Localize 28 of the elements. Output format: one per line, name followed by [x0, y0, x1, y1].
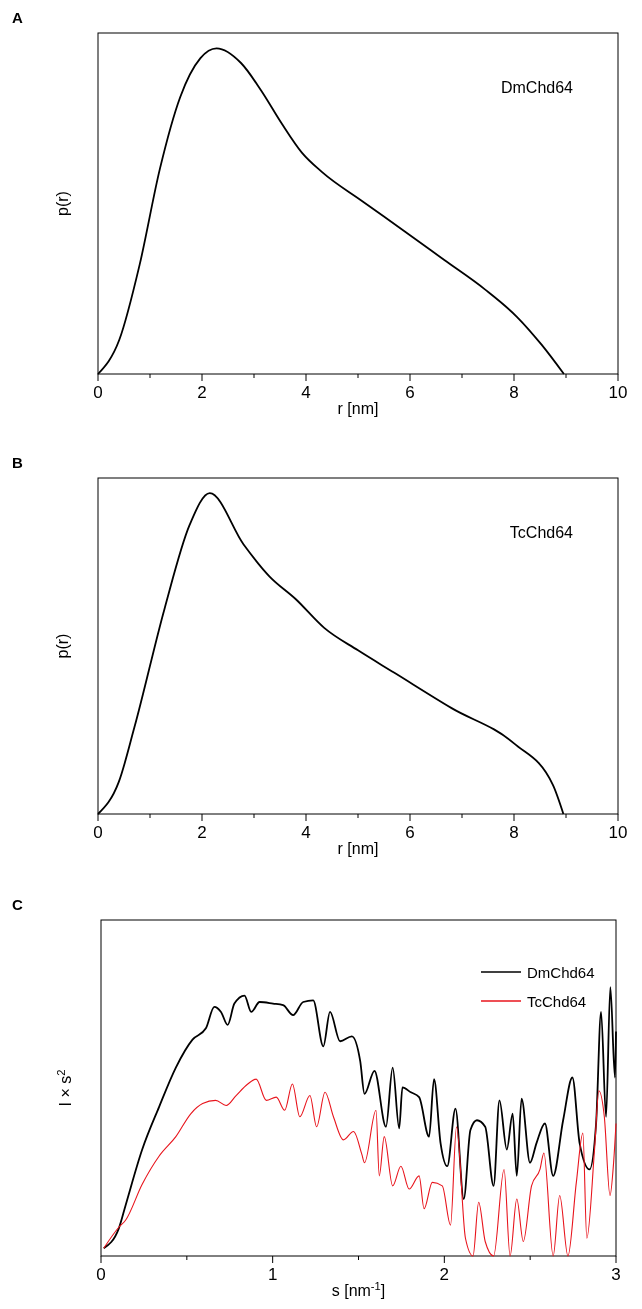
x-tick-label: 2	[197, 823, 207, 842]
chart-title: A	[12, 9, 23, 26]
text: DmChd64	[500, 79, 574, 96]
x-axis-title: r [nm]	[337, 840, 379, 857]
x-tick-label: 6	[405, 823, 415, 842]
x-tick-label: 2	[439, 1265, 450, 1284]
x-tick-label: 2	[197, 383, 207, 402]
y-axis-title: p(r)	[54, 633, 71, 659]
y-axis-title: p(r)	[54, 191, 71, 216]
x-tick-label: 10	[608, 823, 628, 842]
x-tick-label: 4	[301, 383, 311, 402]
x-tick-label: 8	[509, 823, 519, 842]
x-tick-label: 8	[509, 383, 519, 402]
text: TcChd64	[509, 524, 574, 541]
x-tick-label: 1	[267, 1265, 278, 1284]
legend-label: TcChd64	[527, 993, 587, 1010]
x-tick-label: 0	[93, 383, 103, 402]
chart-title: B	[12, 454, 23, 471]
x-axis-title: r [nm]	[337, 400, 379, 417]
chart-title: C	[12, 896, 23, 913]
x-tick-label: 3	[611, 1265, 621, 1284]
legend-label: DmChd64	[527, 964, 595, 981]
x-tick-label: 4	[301, 823, 311, 842]
x-axis-title: s [nm$^{-1}$]	[331, 1280, 386, 1299]
x-tick-label: 0	[93, 823, 103, 842]
x-tick-label: 10	[608, 383, 628, 402]
x-tick-label: 6	[405, 383, 415, 402]
x-tick-label: 0	[96, 1265, 106, 1284]
